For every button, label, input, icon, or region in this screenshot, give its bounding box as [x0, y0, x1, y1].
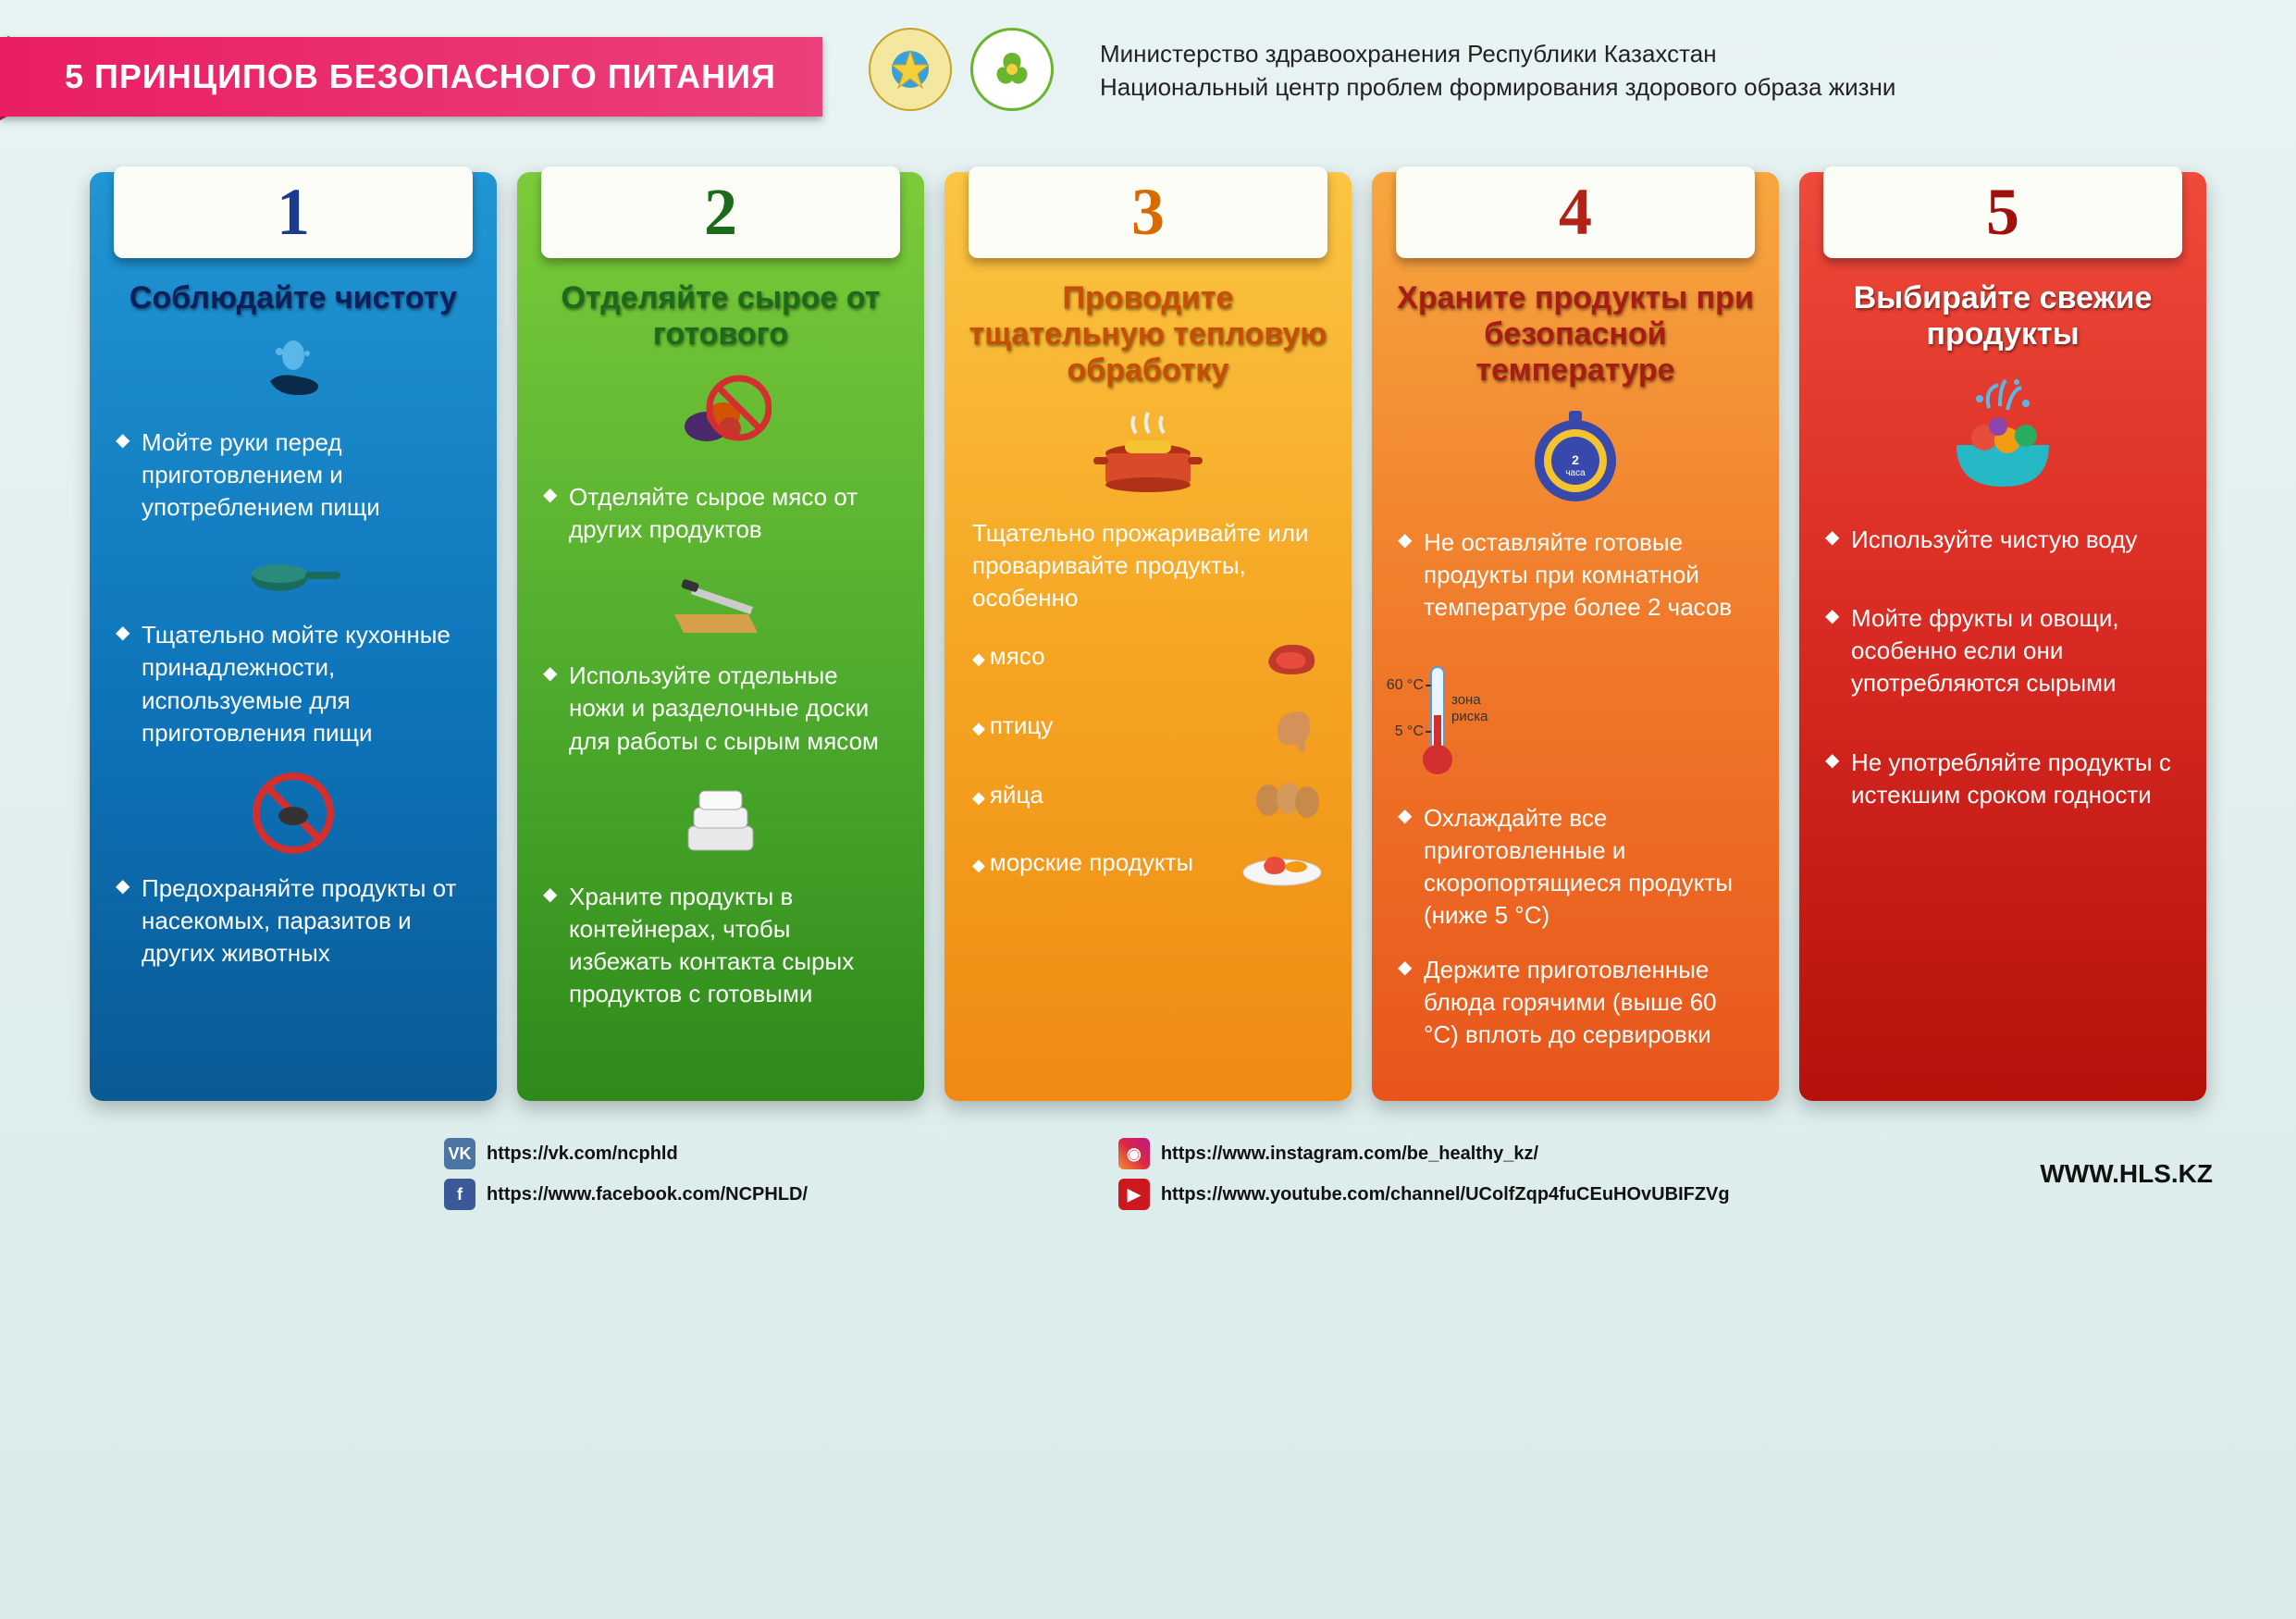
fb-icon: f	[444, 1179, 475, 1210]
bullets-1b: Тщательно мойте кухонные принадлежности,…	[90, 619, 497, 748]
containers-icon	[517, 780, 924, 868]
list-item: Мойте фрукты и овощи, особенно если они …	[1825, 602, 2180, 699]
bullets-1: Мойте руки перед приготовлением и употре…	[90, 426, 497, 524]
header: 5 ПРИНЦИПОВ БЕЗОПАСНОГО ПИТАНИЯ Министер…	[0, 0, 2296, 135]
org-text: Министерство здравоохранения Республики …	[1100, 37, 1895, 105]
list-item: Предохраняйте продукты от насекомых, пар…	[116, 872, 471, 970]
knife-board-icon	[517, 568, 924, 647]
bullets-4: Не оставляйте готовые продукты при комна…	[1372, 526, 1779, 624]
logo-health	[970, 28, 1054, 111]
sub-eggs: яйца	[972, 772, 1324, 819]
bullets-4b: Охлаждайте все приготовленные и скоропор…	[1372, 802, 1779, 1052]
footer: VK https://vk.com/ncphld f https://www.f…	[0, 1129, 2296, 1229]
svg-text:60 °С: 60 °С	[1387, 677, 1424, 693]
yt-link[interactable]: ▶ https://www.youtube.com/channel/UColfZ…	[1118, 1179, 1730, 1210]
col-4: 4 Храните продукты при безопасной темпер…	[1372, 172, 1779, 1101]
col-title-3: Проводите тщательную тепловую обработку	[963, 280, 1333, 389]
list-item: Не употребляйте продукты с истекшим срок…	[1825, 747, 2180, 811]
list-item: Используйте отдельные ножи и разделочные…	[543, 660, 898, 757]
sub-seafood: морские продукты	[972, 837, 1324, 888]
col-title-2: Отделяйте сырое от готового	[536, 280, 906, 352]
list-item: Держите приготовленные блюда горячими (в…	[1398, 954, 1753, 1051]
svg-text:часа: часа	[1565, 468, 1586, 478]
num-3: 3	[1131, 175, 1165, 249]
col-2: 2 Отделяйте сырое от готового Отделяйте …	[517, 172, 924, 1101]
website[interactable]: WWW.HLS.KZ	[2040, 1159, 2213, 1189]
columns: 1 Соблюдайте чистоту Мойте руки перед пр…	[0, 135, 2296, 1129]
svg-text:зона: зона	[1451, 692, 1481, 708]
pan-icon	[90, 546, 497, 606]
handwash-icon	[90, 335, 497, 414]
sub-items-3: мясо птицу яйца морские продукты	[944, 634, 1352, 888]
yt-icon: ▶	[1118, 1179, 1150, 1210]
ig-icon: ◉	[1118, 1138, 1150, 1169]
footer-mid: ◉ https://www.instagram.com/be_healthy_k…	[1118, 1138, 1730, 1210]
bullets-5: Используйте чистую воду Мойте фрукты и о…	[1799, 524, 2206, 811]
col-5: 5 Выбирайте свежие продукты Используйте …	[1799, 172, 2206, 1101]
list-item: Отделяйте сырое мясо от других продуктов	[543, 481, 898, 546]
pot-icon	[944, 407, 1352, 504]
bullets-1c: Предохраняйте продукты от насекомых, пар…	[90, 872, 497, 970]
num-1: 1	[277, 175, 310, 249]
title-ribbon: 5 ПРИНЦИПОВ БЕЗОПАСНОГО ПИТАНИЯ	[0, 37, 822, 117]
list-item: Тщательно мойте кухонные принадлежности,…	[116, 619, 471, 748]
fresh-bowl-icon	[1799, 371, 2206, 505]
timer-icon: 2часа	[1372, 407, 1779, 513]
no-pest-icon	[90, 772, 497, 859]
num-card-1: 1	[114, 167, 472, 258]
svg-text:5 °С: 5 °С	[1395, 723, 1424, 739]
num-2: 2	[704, 175, 737, 249]
num-4: 4	[1559, 175, 1592, 249]
fb-link[interactable]: f https://www.facebook.com/NCPHLD/	[444, 1179, 808, 1210]
vk-link[interactable]: VK https://vk.com/ncphld	[444, 1138, 808, 1169]
num-card-3: 3	[969, 167, 1327, 258]
bullets-2b: Используйте отдельные ножи и разделочные…	[517, 660, 924, 757]
sub-meat: мясо	[972, 634, 1324, 680]
org-line1: Министерство здравоохранения Республики …	[1100, 37, 1895, 70]
list-item: Храните продукты в контейнерах, чтобы из…	[543, 881, 898, 1010]
vk-icon: VK	[444, 1138, 475, 1169]
col-title-5: Выбирайте свежие продукты	[1818, 280, 2188, 352]
sub-poultry: птицу	[972, 698, 1324, 754]
no-raw-icon	[517, 371, 924, 468]
num-card-4: 4	[1396, 167, 1754, 258]
logo-emblem	[869, 28, 952, 111]
num-card-2: 2	[541, 167, 899, 258]
list-item: Не оставляйте готовые продукты при комна…	[1398, 526, 1753, 624]
col-title-4: Храните продукты при безопасной температ…	[1390, 280, 1760, 389]
list-item: Охлаждайте все приготовленные и скоропор…	[1398, 802, 1753, 932]
thermometer-icon: 60 °С 5 °С зона риска	[1372, 660, 1501, 789]
logos	[869, 28, 1054, 111]
footer-left: VK https://vk.com/ncphld f https://www.f…	[444, 1138, 808, 1210]
list-item: Мойте руки перед приготовлением и употре…	[116, 426, 471, 524]
bullets-2c: Храните продукты в контейнерах, чтобы из…	[517, 881, 924, 1010]
svg-text:риска: риска	[1451, 709, 1488, 724]
num-card-5: 5	[1823, 167, 2181, 258]
org-line2: Национальный центр проблем формирования …	[1100, 70, 1895, 104]
col-3: 3 Проводите тщательную тепловую обработк…	[944, 172, 1352, 1101]
col-title-1: Соблюдайте чистоту	[108, 280, 478, 316]
svg-text:2: 2	[1572, 452, 1579, 467]
ig-link[interactable]: ◉ https://www.instagram.com/be_healthy_k…	[1118, 1138, 1730, 1169]
col-1: 1 Соблюдайте чистоту Мойте руки перед пр…	[90, 172, 497, 1101]
list-item: Используйте чистую воду	[1825, 524, 2180, 556]
bullets-2: Отделяйте сырое мясо от других продуктов	[517, 481, 924, 546]
intro-text: Тщательно прожаривайте или проваривайте …	[944, 517, 1352, 614]
num-5: 5	[1986, 175, 2019, 249]
